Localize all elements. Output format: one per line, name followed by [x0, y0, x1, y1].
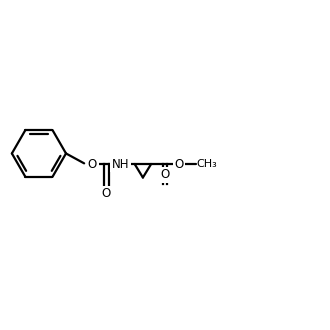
Text: CH₃: CH₃: [197, 159, 217, 169]
Text: NH: NH: [112, 157, 129, 171]
Text: O: O: [160, 168, 170, 181]
Text: O: O: [88, 157, 97, 171]
Text: O: O: [175, 157, 184, 171]
Text: O: O: [102, 187, 111, 200]
